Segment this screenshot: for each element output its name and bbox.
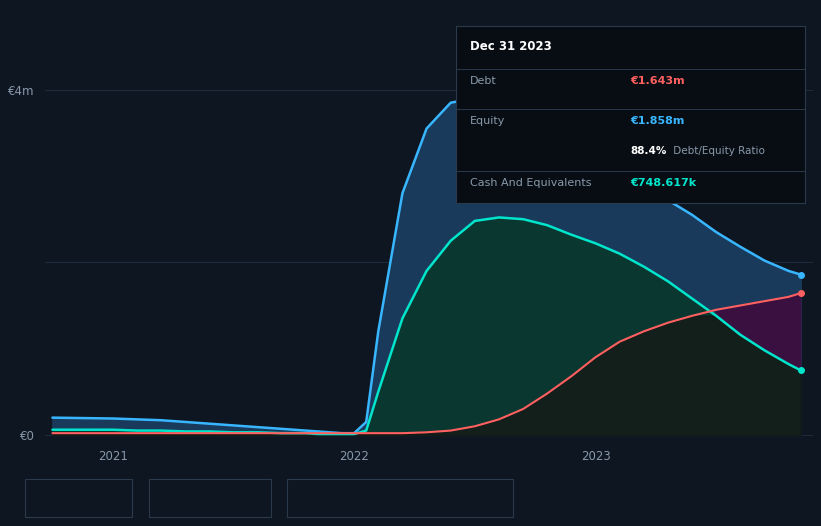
Text: Equity: Equity xyxy=(169,492,204,503)
Text: Debt/Equity Ratio: Debt/Equity Ratio xyxy=(670,146,765,156)
Text: €748.617k: €748.617k xyxy=(631,178,696,188)
Text: ●: ● xyxy=(34,492,43,503)
Text: ●: ● xyxy=(158,492,167,503)
Text: Debt: Debt xyxy=(45,492,72,503)
Text: €1.858m: €1.858m xyxy=(631,116,685,126)
Text: Debt: Debt xyxy=(470,76,497,86)
Text: Cash And Equivalents: Cash And Equivalents xyxy=(470,178,591,188)
Text: Cash And Equivalents: Cash And Equivalents xyxy=(308,492,429,503)
Text: Dec 31 2023: Dec 31 2023 xyxy=(470,41,552,54)
Text: ●: ● xyxy=(297,492,305,503)
Text: Equity: Equity xyxy=(470,116,505,126)
Text: 88.4%: 88.4% xyxy=(631,146,667,156)
Text: €1.643m: €1.643m xyxy=(631,76,685,86)
